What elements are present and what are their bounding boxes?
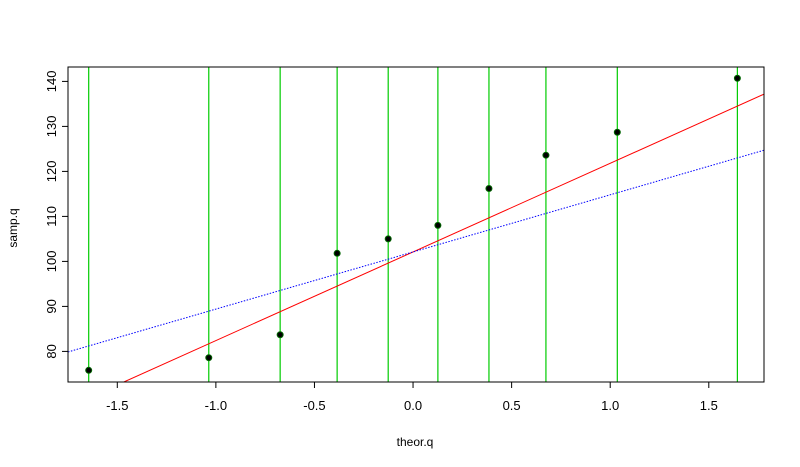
y-axis: 80 90 100 110 120 130 140 [44,71,68,359]
x-tick-label: 1.5 [700,398,718,413]
y-tick-label: 100 [44,251,59,273]
data-point [485,185,493,192]
data-point [384,235,392,243]
y-axis-title: samp.q [6,208,20,247]
data-point [434,221,442,229]
data-point [733,74,741,82]
x-tick-label: -1.0 [205,398,227,413]
y-tick-label: 80 [44,344,59,358]
y-tick-label: 110 [44,206,59,227]
data-points [85,74,741,374]
x-axis: -1.5 -1.0 -0.5 0.0 0.5 1.0 1.5 [106,382,718,413]
x-tick-label: -0.5 [303,398,325,413]
y-tick-label: 130 [44,116,59,138]
reference-lines [68,93,764,382]
y-tick-label: 90 [44,299,59,313]
y-tick-label: 140 [44,71,59,93]
x-tick-label: 0.5 [503,398,521,413]
data-point [613,128,621,136]
data-point [542,151,550,159]
x-tick-label: -1.5 [106,398,128,413]
data-point [333,249,341,257]
data-point [205,354,213,362]
x-tick-label: 0.0 [404,398,422,413]
dotted-reference-line [68,149,764,353]
solid-reference-line [122,93,764,382]
y-tick-label: 120 [44,161,59,183]
x-axis-title: theor.q [397,435,434,449]
data-point [276,331,284,339]
plot-frame [67,66,765,383]
x-tick-label: 1.0 [601,398,619,413]
data-point [85,366,93,374]
vertical-lines [88,67,738,382]
